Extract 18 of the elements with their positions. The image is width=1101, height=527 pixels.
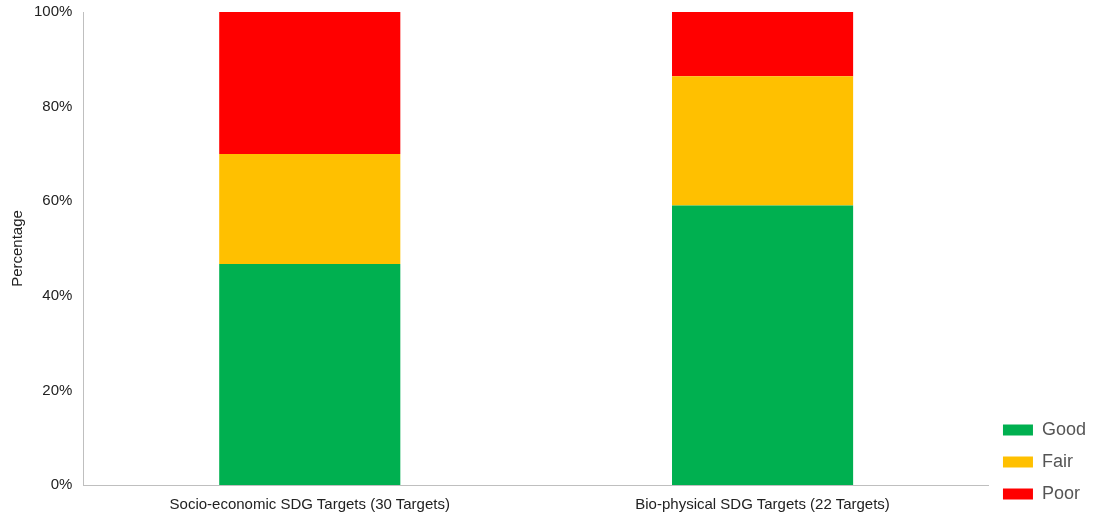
bar xyxy=(219,12,401,154)
x-tick-label: Socio-economic SDG Targets (30 Targets) xyxy=(169,495,450,513)
y-tick-label: 20% xyxy=(42,380,73,398)
y-tick-label: 0% xyxy=(50,475,73,493)
y-tick-label: 40% xyxy=(42,285,73,303)
y-axis-title: Percentage xyxy=(8,210,26,287)
bar xyxy=(219,264,401,485)
bar xyxy=(672,12,854,77)
legend-label: Poor xyxy=(1041,482,1080,503)
y-tick-label: 60% xyxy=(42,191,73,209)
bar xyxy=(219,153,401,265)
y-tick-label: 80% xyxy=(42,96,73,114)
y-tick-label: 100% xyxy=(33,2,73,20)
legend-label: Fair xyxy=(1041,450,1073,471)
legend-label: Good xyxy=(1041,418,1087,439)
bar xyxy=(672,76,854,206)
bar xyxy=(672,205,854,485)
x-tick-label: Bio-physical SDG Targets (22 Targets) xyxy=(635,495,890,513)
